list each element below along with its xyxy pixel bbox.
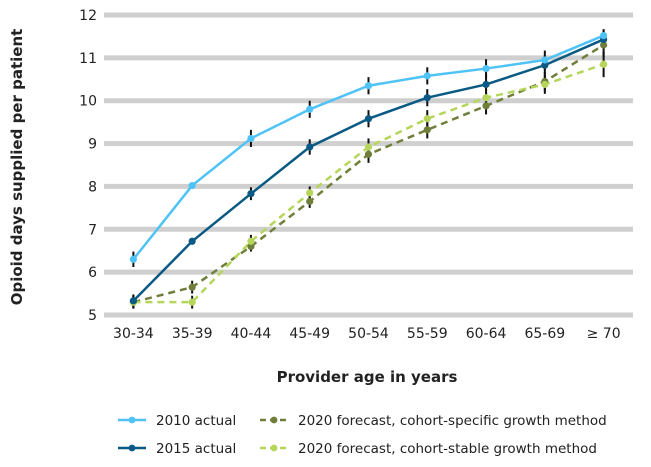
data-point [247, 242, 255, 251]
y-tick-label: 7 [88, 222, 97, 238]
data-points [129, 31, 608, 306]
x-tick-label: 35-39 [172, 326, 213, 342]
y-tick-label: 6 [88, 265, 97, 281]
data-point [188, 181, 196, 190]
data-point [188, 237, 196, 245]
data-point [423, 126, 431, 134]
data-point [364, 82, 373, 90]
legend-swatch-marker [270, 416, 278, 424]
data-point [423, 94, 431, 102]
x-tick-label: 30-34 [113, 326, 154, 342]
legend-item: 2020 forecast, cohort-stable growth meth… [260, 441, 597, 457]
legend-label: 2020 forecast, cohort-stable growth meth… [298, 441, 597, 457]
data-point [247, 134, 255, 143]
data-point [541, 61, 549, 69]
data-point [188, 298, 196, 306]
x-axis-ticks: 30-34 35-39 40-44 45-49 50-54 55-59 60-64 65-69… [113, 326, 621, 342]
data-point [364, 150, 373, 158]
legend-label: 2015 actual [156, 441, 236, 457]
data-point [600, 31, 608, 40]
legend-swatch-marker [270, 444, 278, 452]
data-point [306, 189, 314, 197]
legend-swatch-marker [128, 416, 136, 424]
legend: 2010 actual 2015 actual 2020 forecast, coh… [118, 413, 607, 457]
legend-item: 2020 forecast, cohort-specific growth me… [260, 413, 607, 429]
legend-label: 2010 actual [156, 413, 236, 429]
y-tick-label: 12 [79, 8, 97, 24]
series-group [132, 34, 605, 304]
x-tick-label: ≥ 70 [587, 326, 621, 342]
x-tick-label: 45-49 [289, 326, 330, 342]
data-point [600, 41, 608, 49]
legend-item: 2010 actual [118, 413, 236, 429]
legend-swatch-marker [128, 444, 136, 452]
data-point [482, 80, 490, 89]
data-point [541, 80, 549, 89]
data-point [306, 105, 314, 113]
y-axis-title: Opioid days supplied per patient [8, 29, 26, 306]
data-point [541, 56, 549, 64]
y-tick-label: 10 [79, 94, 97, 110]
data-point [129, 297, 137, 305]
x-tick-label: 55-59 [407, 326, 448, 342]
data-point [600, 60, 608, 68]
x-tick-label: 50-54 [348, 326, 389, 342]
error-bars [132, 29, 605, 309]
y-tick-label: 5 [88, 308, 97, 324]
data-point [423, 72, 431, 80]
y-tick-label: 8 [88, 179, 97, 195]
data-point [306, 143, 314, 151]
data-point [482, 64, 490, 73]
x-axis-title: Provider age in years [277, 368, 458, 386]
legend-label: 2020 forecast, cohort-specific growth me… [298, 413, 607, 429]
data-point [364, 115, 373, 123]
data-point [423, 115, 431, 123]
data-point [247, 190, 255, 198]
data-point [482, 102, 490, 110]
data-point [247, 237, 255, 245]
data-point [306, 197, 314, 206]
x-tick-label: 65-69 [524, 326, 565, 342]
data-point [188, 283, 196, 291]
x-tick-label: 40-44 [231, 326, 272, 342]
data-point [364, 143, 373, 151]
y-tick-label: 11 [79, 51, 97, 67]
legend-item: 2015 actual [118, 441, 236, 457]
y-tick-label: 9 [88, 137, 97, 153]
y-axis-ticks: 5 6 7 8 9 10 11 12 [79, 8, 97, 324]
data-point [129, 255, 137, 263]
data-point [482, 94, 490, 102]
x-tick-label: 60-64 [466, 326, 507, 342]
